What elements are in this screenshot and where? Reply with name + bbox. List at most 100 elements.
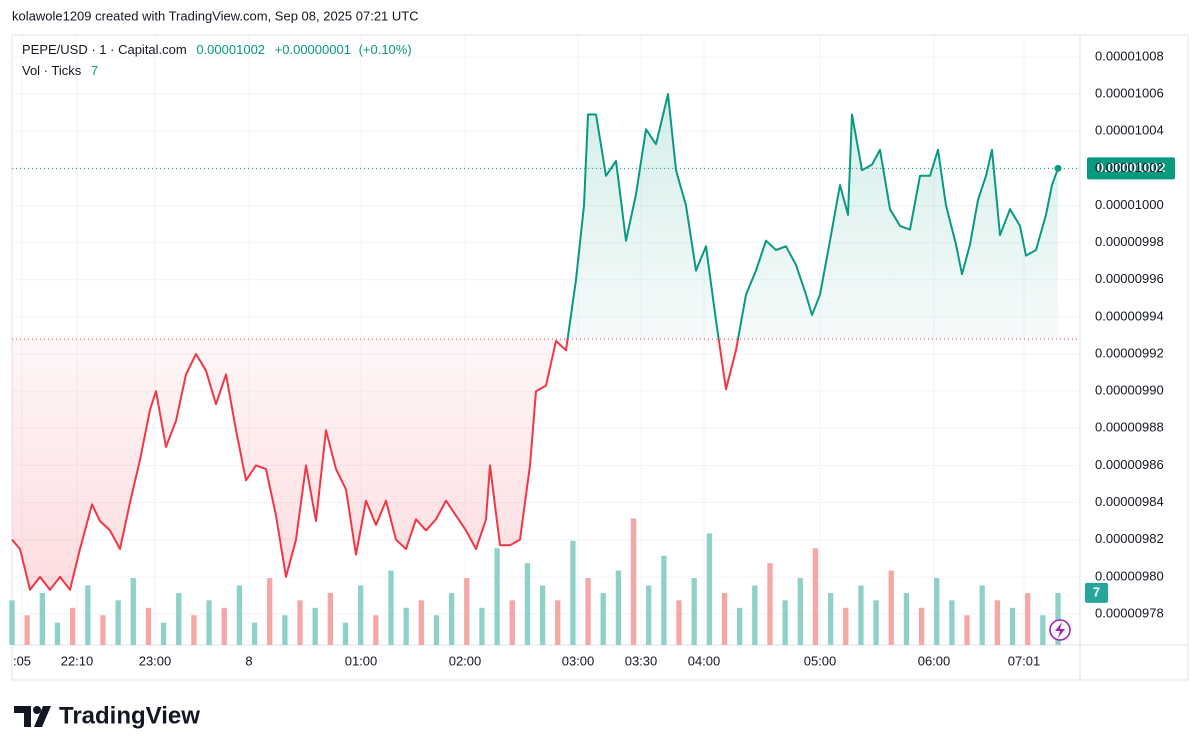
volume-bar: [388, 570, 394, 645]
volume-bar: [1025, 592, 1031, 645]
legend-symbol: PEPE/USD · 1 · Capital.com 0.00001002 +0…: [22, 42, 412, 57]
x-tick-label: 8: [245, 653, 252, 668]
x-tick-label: 03:00: [562, 653, 595, 668]
volume-bar: [903, 592, 910, 645]
y-tick-label: 0.00001006: [1095, 85, 1164, 100]
volume-bar: [797, 578, 803, 645]
x-tick-label: 02:00: [449, 653, 482, 668]
volume-bar: [327, 592, 334, 645]
volume-bar: [251, 622, 258, 645]
last-price: 0.00001002: [196, 42, 265, 57]
y-tick-label: 0.00001000: [1095, 197, 1164, 212]
y-tick-label: 0.00000982: [1095, 531, 1164, 546]
lightning-bolt[interactable]: [1055, 622, 1065, 638]
y-tick-label: 0.00000990: [1095, 383, 1164, 398]
volume-bar: [1055, 592, 1061, 645]
y-tick-label: 0.00001008: [1095, 48, 1164, 63]
volume-bar: [555, 600, 561, 645]
volume-bar: [433, 615, 440, 645]
volume-bar: [949, 600, 955, 645]
header-title: kolawole1209 created with TradingView.co…: [12, 8, 419, 23]
price-tag: [1087, 157, 1175, 180]
volume-bar: [782, 600, 788, 645]
volume-bar: [221, 607, 227, 645]
volume-bar: [176, 592, 182, 645]
y-tick-label: 0.00000984: [1095, 494, 1164, 509]
logo-t: [14, 706, 31, 727]
lightning-icon[interactable]: [1049, 619, 1071, 641]
volume-bar: [130, 578, 136, 645]
y-tick-label: 0.00000978: [1095, 605, 1164, 620]
volume-bar: [843, 607, 849, 645]
volume-bar: [752, 585, 758, 645]
brand-logo: [14, 706, 51, 727]
volume-bar: [342, 622, 349, 645]
volume-bar: [570, 540, 576, 645]
volume-bar: [191, 615, 197, 645]
price-change-percent: (+0.10%): [359, 42, 412, 57]
volume-bar: [615, 570, 622, 645]
volume-bar: [54, 622, 61, 645]
volume-bar: [464, 578, 470, 645]
volume-tag: [1085, 582, 1108, 603]
volume-bar: [206, 600, 212, 645]
legend-volume: Vol · Ticks 7: [22, 63, 98, 78]
plot-area: [9, 35, 1080, 645]
volume-bar: [39, 592, 45, 645]
logo-slash: [34, 706, 51, 727]
volume-bar: [918, 607, 925, 645]
volume-bar: [827, 592, 834, 645]
volume-bar: [600, 592, 606, 645]
x-tick-label: 05:00: [804, 653, 837, 668]
x-tick-label: 07:01: [1008, 653, 1041, 668]
volume-bar: [312, 607, 318, 645]
volume-bar: [418, 600, 424, 645]
volume-bar: [1009, 607, 1016, 645]
volume-bar: [494, 548, 500, 645]
x-tick-label: 23:00: [139, 653, 172, 668]
volume-bar: [24, 615, 30, 645]
logo-dot: [33, 706, 41, 714]
volume-bar: [100, 615, 106, 645]
volume-bar: [9, 600, 15, 645]
y-tick-label: 0.00000988: [1095, 420, 1164, 435]
y-tick-label: 0.00001002: [1095, 160, 1164, 175]
brand-name: TradingView: [59, 702, 200, 729]
price-change: +0.00000001: [275, 42, 351, 57]
x-tick-label: 06:00: [918, 653, 951, 668]
x-tick-label: :05: [13, 653, 31, 668]
volume-bar: [160, 622, 167, 645]
volume-bar: [646, 585, 652, 645]
volume-bar: [403, 607, 409, 645]
volume-bar: [706, 533, 712, 645]
volume-bar: [812, 548, 819, 645]
volume-bar: [994, 600, 1001, 645]
volume-bar: [767, 563, 773, 645]
symbol: PEPE/USD · 1 · Capital.com: [22, 42, 187, 57]
volume-bar: [358, 585, 364, 645]
volume-bar: [69, 607, 76, 645]
volume-last: 7: [91, 63, 98, 78]
volume-bar: [736, 607, 743, 645]
last-point: [1054, 164, 1062, 172]
volume-bar: [524, 563, 531, 645]
baseline-area: [12, 94, 1058, 590]
x-tick-label: 04:00: [688, 653, 721, 668]
volume-bar: [297, 600, 303, 645]
volume-bar: [85, 585, 91, 645]
y-tick-label: 0.00000998: [1095, 234, 1164, 249]
volume-bar: [236, 585, 243, 645]
volume-name: Vol · Ticks: [22, 63, 82, 78]
volume-bar: [630, 518, 637, 645]
volume-bar: [373, 615, 379, 645]
volume-tag-label: 7: [1093, 584, 1100, 599]
volume-bar: [539, 585, 546, 645]
volume-bar: [509, 600, 515, 645]
y-tick-label: 0.00000996: [1095, 271, 1164, 286]
y-tick-label: 0.00000980: [1095, 568, 1164, 583]
y-tick-label: 0.00000994: [1095, 308, 1164, 323]
y-tick-label: 0.00001004: [1095, 123, 1164, 138]
volume-bar: [858, 585, 864, 645]
volume-bar: [691, 578, 697, 645]
volume-bar: [676, 600, 682, 645]
